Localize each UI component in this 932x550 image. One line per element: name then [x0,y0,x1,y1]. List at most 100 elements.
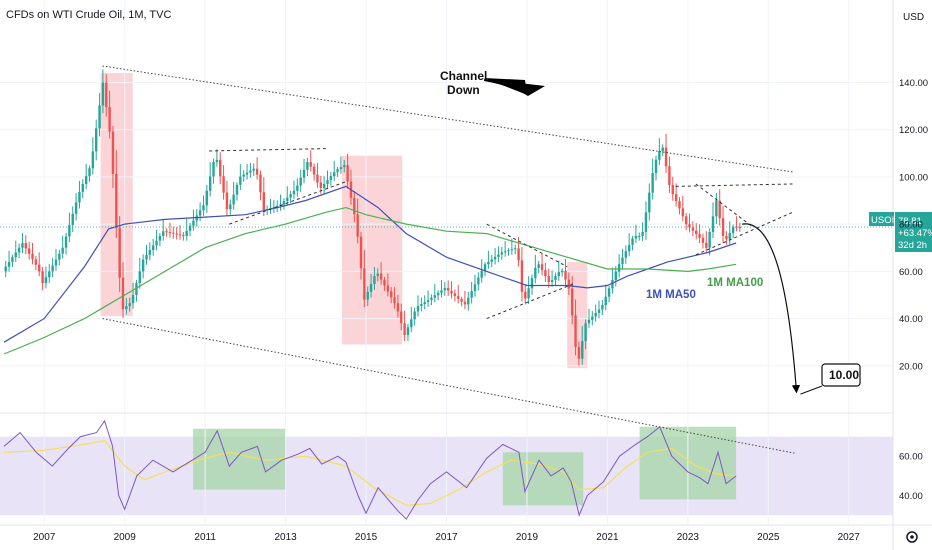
candle-body [155,240,158,246]
candle-body [44,277,48,284]
candle-body [430,297,433,301]
candle-body [389,291,393,298]
time-tick-label: 2015 [355,532,378,543]
candle-body [550,280,554,282]
candle-body [540,264,544,271]
candle-body [68,225,71,237]
candle-body [319,182,323,188]
candle-body [443,287,447,291]
channel-label-line2: Down [447,83,480,97]
candle-body [219,159,222,177]
candle-body [570,288,574,316]
candle-body [691,227,695,231]
candle-body [440,290,443,293]
candle-body [108,107,111,132]
target-leader [800,385,823,395]
candle-body [601,305,604,310]
candle-body [259,174,262,193]
candle-body [353,197,356,215]
candle-body [48,271,51,278]
candle-body [64,236,68,248]
candles-layer [4,69,742,366]
time-tick-label: 2027 [838,532,861,543]
candle-body [406,327,410,336]
candle-body [614,271,617,281]
target-label: 10.00 [829,368,859,382]
candle-body [460,298,463,302]
candle-body [332,172,336,177]
candle-body [661,147,664,151]
candle-body [145,254,148,260]
candle-body [182,235,185,237]
candle-body [554,276,557,281]
candle-body [172,232,175,234]
candle-body [560,270,564,273]
projection-curve [742,223,801,394]
candle-body [641,232,644,236]
ma100-label: 1M MA100 [707,277,763,289]
candle-body [306,161,309,170]
axes-layer: CFDs on WTI Crude Oil, 1M, TVC USD USOIL… [6,9,932,543]
candle-body [547,276,550,282]
price-tick-label: 120.00 [899,125,928,136]
candle-body [527,288,530,299]
candle-body [252,168,255,171]
price-badge-countdown: 32d 2h [898,240,927,251]
candle-body [84,176,88,185]
candle-body [74,202,78,214]
candle-body [383,279,386,286]
candle-body [631,238,634,245]
price-badge-bg [895,212,932,252]
candle-body [671,184,674,195]
candle-body [735,226,738,228]
candle-body [493,256,497,260]
currency-label[interactable]: USD [903,12,924,23]
time-tick-label: 2007 [33,532,56,543]
candle-body [262,192,266,210]
candle-body [393,297,396,304]
candle-body [202,205,205,211]
time-tick-label: 2023 [677,532,700,543]
candle-body [312,166,316,175]
candle-body [457,296,460,299]
candle-body [436,292,440,296]
candle-body [423,302,426,305]
candle-body [483,264,487,271]
candle-body [296,185,299,191]
candle-body [232,194,235,205]
candle-body [71,213,74,226]
candle-body [718,200,721,219]
candle-body [503,251,507,253]
candle-body [477,277,480,285]
candle-body [577,346,581,359]
candle-body [245,172,249,175]
candle-body [27,248,31,254]
channel-upper-line [102,65,795,173]
candle-body [316,174,319,183]
time-tick-label: 2009 [114,532,137,543]
candle-body [490,259,493,262]
candle-body [433,295,436,298]
candle-body [695,230,698,234]
candle-body [54,259,58,266]
annotation-layer: Channel Down 1M MA50 1M MA100 10.00 [440,69,861,387]
price-tick-label: 40.00 [899,314,923,325]
candle-body [289,194,292,198]
candle-body [249,170,252,173]
candle-body [131,294,135,304]
candle-body [212,161,215,177]
candle-body [292,190,296,195]
candle-body [698,233,701,238]
candle-body [242,174,245,177]
candle-body [634,235,638,239]
candle-body [11,257,14,262]
candle-body [715,200,718,217]
candle-body [379,273,383,280]
candle-body [38,264,41,272]
candle-body [644,212,648,233]
candle-body [178,234,182,236]
candle-body [208,176,212,191]
candle-body [51,265,54,272]
candle-body [678,201,681,209]
